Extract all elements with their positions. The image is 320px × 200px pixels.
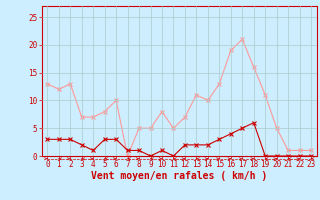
X-axis label: Vent moyen/en rafales ( km/h ): Vent moyen/en rafales ( km/h ): [91, 171, 267, 181]
